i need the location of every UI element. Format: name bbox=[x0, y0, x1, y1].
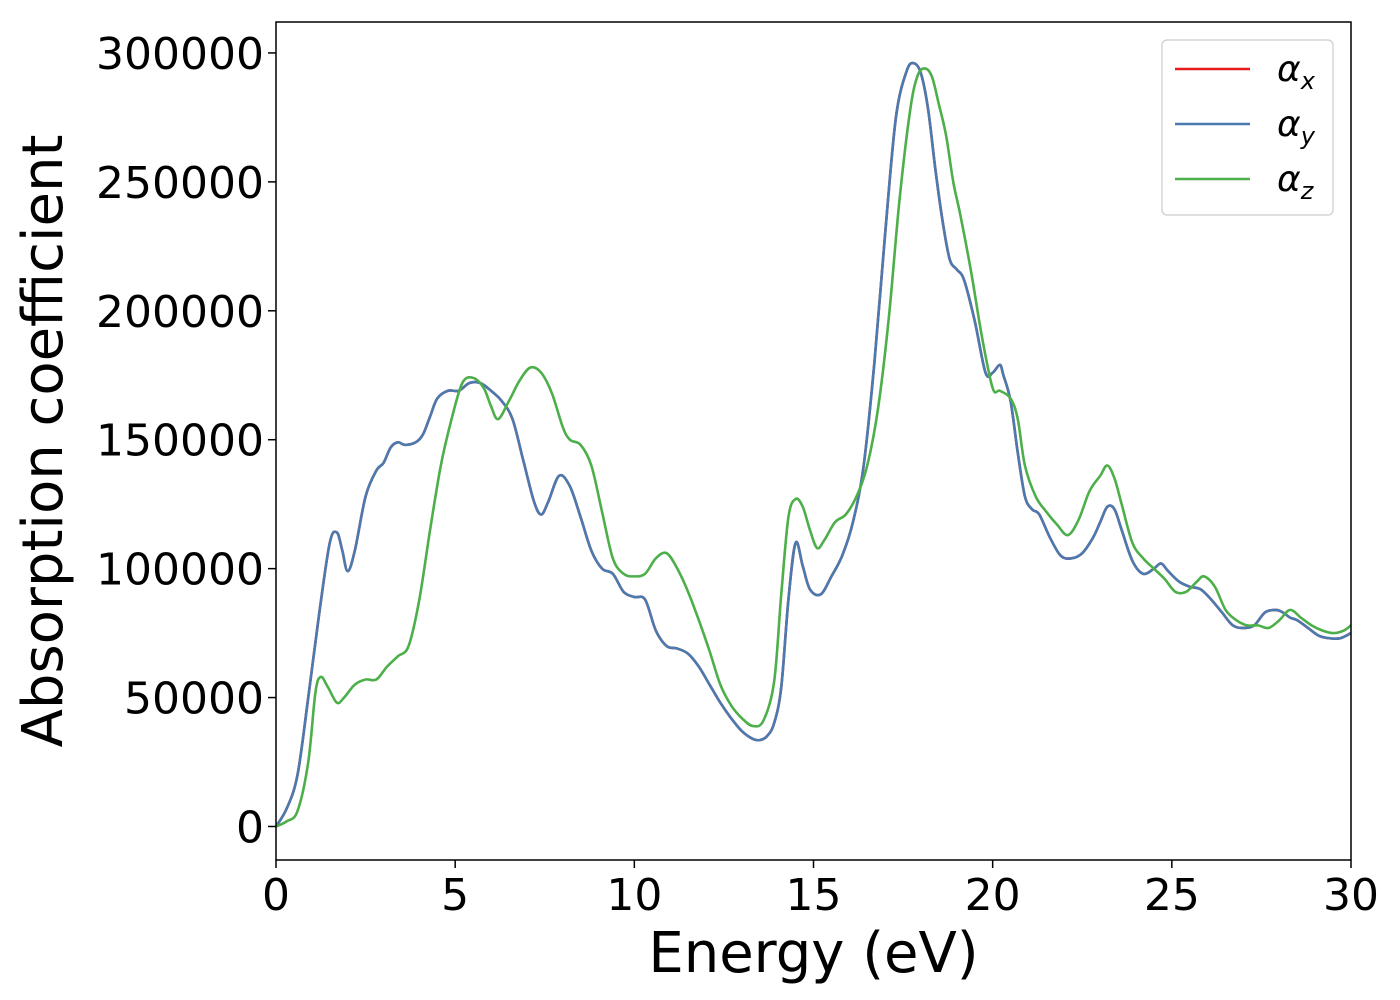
x-tick-label: 5 bbox=[441, 870, 469, 921]
legend-label-alpha-z: αz bbox=[1277, 159, 1315, 205]
x-axis-title: Energy (eV) bbox=[648, 921, 978, 986]
y-axis-title: Absorption coefficient bbox=[11, 135, 76, 748]
x-tick-label: 20 bbox=[965, 870, 1021, 921]
y-axis-ticks: 0 50000 100000 150000 200000 250000 300000 bbox=[96, 29, 276, 853]
x-tick-label: 0 bbox=[262, 870, 290, 921]
y-tick-label: 0 bbox=[236, 802, 264, 853]
y-tick-label: 100000 bbox=[96, 545, 264, 596]
legend: αx αy αz bbox=[1161, 39, 1334, 216]
legend-label-alpha-y: αy bbox=[1277, 104, 1316, 150]
x-tick-label: 10 bbox=[606, 870, 662, 921]
series-line-alpha-y bbox=[276, 61, 1351, 828]
x-tick-label: 15 bbox=[786, 870, 842, 921]
y-tick-label: 300000 bbox=[96, 29, 264, 80]
legend-box bbox=[1161, 39, 1334, 216]
x-tick-label: 30 bbox=[1323, 870, 1379, 921]
y-tick-label: 200000 bbox=[96, 287, 264, 338]
y-tick-label: 150000 bbox=[96, 416, 264, 467]
x-axis-ticks: 0 5 10 15 20 25 30 bbox=[262, 860, 1379, 921]
y-tick-label: 250000 bbox=[96, 158, 264, 209]
plot-lines bbox=[276, 61, 1351, 828]
legend-label-alpha-x: αx bbox=[1277, 49, 1316, 95]
x-tick-label: 25 bbox=[1144, 870, 1200, 921]
series-line-alpha-z bbox=[276, 67, 1351, 828]
y-tick-label: 50000 bbox=[124, 674, 264, 725]
